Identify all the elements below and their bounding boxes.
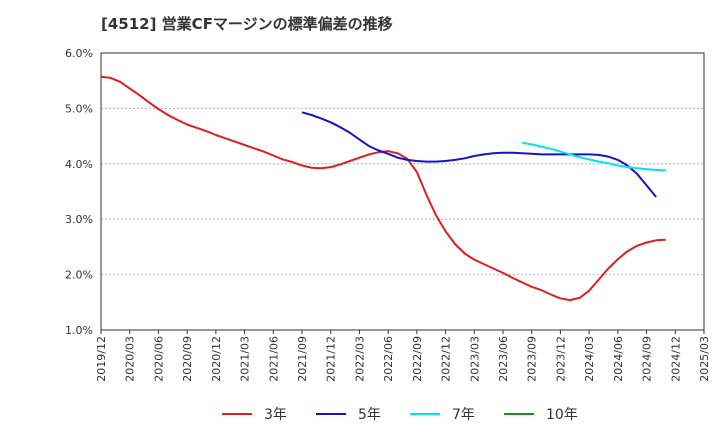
y-tick-label: 4.0%	[65, 158, 93, 171]
x-tick-label: 2019/12	[95, 336, 108, 382]
y-tick-label: 3.0%	[65, 213, 93, 226]
y-axis: 1.0% 2.0% 3.0% 4.0% 5.0% 6.0%	[65, 47, 93, 337]
y-tick-label: 5.0%	[65, 102, 93, 115]
x-tick-label: 2021/06	[267, 336, 280, 382]
grid-lines	[101, 52, 704, 331]
x-tick-label: 2023/06	[497, 336, 510, 382]
x-tick-label: 2024/03	[583, 336, 596, 382]
x-tick-label: 2023/09	[526, 336, 539, 382]
legend-label: 10年	[546, 407, 578, 423]
legend-label: 5年	[358, 407, 381, 423]
x-tick-label: 2024/06	[612, 336, 625, 382]
y-tick-label: 2.0%	[65, 269, 93, 282]
x-tick-label: 2021/03	[239, 336, 252, 382]
series-line-3年	[100, 75, 666, 302]
plot-area	[100, 52, 705, 331]
x-tick-label: 2022/03	[353, 336, 366, 382]
chart-title: [4512] 営業CFマージンの標準偏差の推移	[101, 15, 393, 33]
x-tick-label: 2023/03	[468, 336, 481, 382]
x-tick-label: 2024/09	[641, 336, 654, 382]
legend-label: 3年	[264, 407, 287, 423]
x-tick-label: 2023/12	[554, 336, 567, 382]
x-tick-label: 2021/12	[325, 336, 338, 382]
series-lines	[100, 75, 666, 302]
y-tick-label: 6.0%	[65, 47, 93, 60]
x-tick-label: 2020/12	[210, 336, 223, 382]
x-tick-label: 2022/09	[411, 336, 424, 382]
x-tick-label: 2022/06	[382, 336, 395, 382]
x-tick-label: 2025/03	[698, 336, 711, 382]
x-tick-label: 2020/03	[124, 336, 137, 382]
x-axis: 2019/12 2020/03 2020/06 2020/09 2020/12 2021/…	[95, 330, 711, 382]
x-tick-label: 2024/12	[669, 336, 682, 382]
x-tick-label: 2022/12	[440, 336, 453, 382]
series-line-7年	[521, 141, 666, 172]
legend: 3年 5年 7年 10年	[222, 407, 578, 423]
x-tick-label: 2020/09	[181, 336, 194, 382]
legend-label: 7年	[452, 407, 475, 423]
y-tick-label: 1.0%	[65, 324, 93, 337]
series-line-5年	[301, 111, 657, 198]
x-tick-label: 2020/06	[152, 336, 165, 382]
x-tick-label: 2021/09	[296, 336, 309, 382]
